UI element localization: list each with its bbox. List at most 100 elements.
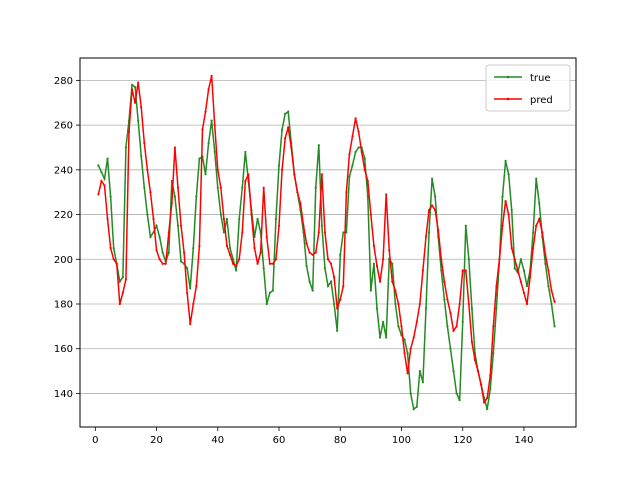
data-point-pred (427, 208, 431, 212)
data-point-pred (498, 258, 501, 261)
data-point-pred (127, 130, 131, 133)
data-point-true (241, 186, 244, 189)
data-point-true (231, 258, 235, 261)
legend: true pred (485, 64, 571, 112)
data-point-pred (525, 302, 529, 306)
data-point-true (277, 164, 281, 167)
data-point-pred (326, 258, 330, 261)
data-point-pred (516, 269, 519, 272)
y-tick-label: 200 (54, 255, 73, 266)
data-point-pred (382, 258, 385, 261)
data-point-true (412, 408, 415, 411)
data-point-pred (115, 262, 118, 265)
data-point-pred (146, 168, 149, 171)
grid-lines (80, 79, 576, 394)
data-point-pred (372, 244, 376, 247)
x-tick-label: 20 (150, 435, 163, 446)
data-point-pred (161, 262, 164, 265)
data-point-pred (308, 251, 311, 254)
data-point-true (357, 146, 360, 149)
data-point-true (314, 186, 317, 189)
data-point-pred (430, 204, 434, 207)
data-point-true (161, 251, 164, 254)
data-point-pred (495, 285, 498, 288)
data-point-pred (250, 213, 253, 216)
data-point-pred (213, 123, 216, 127)
data-point-pred (483, 401, 486, 404)
data-point-true (137, 119, 140, 122)
data-point-pred (314, 251, 317, 254)
data-point-true (333, 302, 336, 306)
data-point-pred (311, 253, 314, 256)
data-point-pred (351, 135, 354, 138)
data-point-true (192, 246, 195, 250)
data-point-true (124, 146, 128, 149)
data-point-pred (418, 302, 421, 306)
data-point-true (287, 110, 290, 113)
data-point-pred (271, 262, 274, 265)
data-point-pred (510, 246, 513, 250)
data-point-true (538, 202, 541, 205)
data-point-pred (403, 352, 406, 355)
data-point-pred (366, 179, 369, 183)
data-point-pred (216, 168, 219, 171)
data-point-pred (434, 208, 437, 212)
data-point-true (434, 195, 437, 198)
data-point-pred (415, 320, 418, 323)
data-point-pred (458, 302, 461, 306)
data-point-true (308, 280, 311, 283)
data-point-true (207, 141, 210, 145)
data-point-true (424, 307, 428, 310)
data-point-pred (492, 325, 495, 328)
data-point-true (274, 217, 278, 221)
x-tick-label: 40 (211, 435, 224, 446)
data-point-true (100, 170, 103, 174)
data-point-true (452, 369, 455, 373)
data-point-pred (219, 186, 222, 189)
data-point-pred (121, 291, 124, 294)
data-point-true (449, 347, 452, 350)
data-point-pred (179, 224, 183, 227)
data-point-pred (378, 280, 382, 283)
data-point-true (385, 336, 388, 339)
data-point-true (238, 217, 241, 221)
plot-frame (79, 57, 577, 428)
data-point-true (189, 287, 192, 290)
data-point-pred (112, 258, 115, 261)
data-point-pred (299, 202, 302, 205)
data-point-true (430, 177, 434, 180)
data-point-pred (553, 300, 556, 303)
y-tick-label: 140 (54, 389, 73, 400)
data-point-pred (360, 150, 363, 154)
y-tick-label: 260 (54, 121, 73, 132)
data-point-true (391, 262, 394, 265)
data-point-pred (519, 280, 522, 283)
x-tick-label: 120 (453, 435, 472, 446)
data-point-true (409, 392, 412, 395)
data-point-pred (329, 262, 333, 265)
data-point-pred (348, 153, 351, 156)
x-tick-label: 80 (334, 435, 347, 446)
data-point-pred (476, 369, 480, 373)
data-point-pred (274, 258, 278, 261)
data-point-true (382, 320, 385, 323)
data-point-pred (388, 249, 391, 252)
data-point-true (149, 235, 152, 239)
data-point-true (106, 157, 109, 160)
data-point-pred (244, 179, 247, 183)
data-point-pred (134, 101, 137, 104)
data-point-pred (394, 289, 397, 292)
data-point-true (130, 83, 134, 86)
data-point-pred (238, 258, 241, 261)
data-point-pred (170, 202, 173, 205)
data-point-true (103, 177, 106, 180)
data-point-pred (277, 224, 281, 227)
data-point-pred (363, 168, 366, 171)
data-point-pred (241, 231, 244, 234)
data-point-pred (124, 278, 128, 281)
x-tick-label: 140 (514, 435, 533, 446)
data-point-true (464, 224, 467, 227)
data-point-pred (470, 340, 474, 344)
data-point-pred (535, 224, 538, 227)
data-point-true (235, 269, 238, 272)
